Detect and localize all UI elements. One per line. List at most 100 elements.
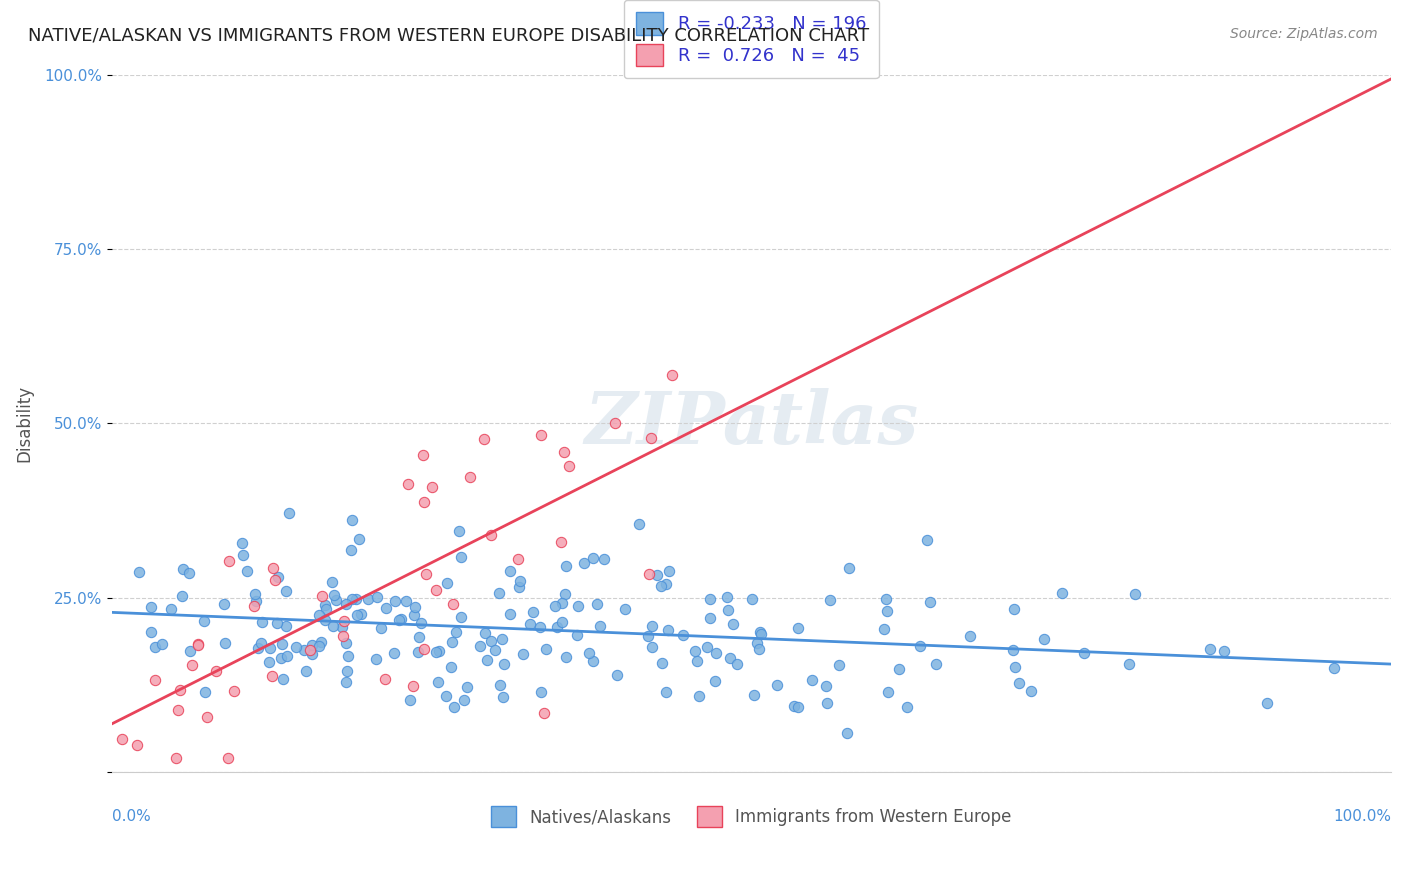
Point (536, 642, 558, 657)
Point (399, 693, 422, 707)
Text: NATIVE/ALASKAN VS IMMIGRANTS FROM WESTERN EUROPE DISABILITY CORRELATION CHART: NATIVE/ALASKAN VS IMMIGRANTS FROM WESTER… (28, 27, 869, 45)
Point (800, 673, 823, 687)
Point (408, 630, 430, 644)
Point (194, 684, 217, 698)
Point (152, 638, 174, 652)
Point (472, 432, 495, 446)
Point (1256, 696, 1278, 710)
Point (404, 600, 426, 615)
Point (412, 449, 434, 463)
Point (876, 604, 898, 618)
Point (508, 552, 530, 566)
Point (309, 635, 332, 649)
Point (546, 619, 568, 633)
Point (406, 645, 429, 659)
Point (1073, 646, 1095, 660)
Point (749, 625, 772, 640)
Point (370, 621, 392, 635)
Point (222, 683, 245, 698)
Point (470, 639, 492, 653)
Point (311, 589, 333, 603)
Point (308, 639, 330, 653)
Text: 100.0%: 100.0% (1333, 809, 1391, 824)
Point (350, 607, 373, 621)
Point (436, 689, 458, 703)
Point (703, 673, 725, 688)
Point (195, 710, 218, 724)
Point (655, 577, 678, 591)
Point (522, 605, 544, 619)
Point (651, 657, 673, 671)
Point (217, 751, 239, 765)
Point (278, 506, 301, 520)
Point (127, 738, 149, 752)
Point (585, 598, 607, 612)
Point (443, 700, 465, 714)
Point (450, 549, 472, 564)
Point (357, 592, 380, 607)
Point (420, 480, 443, 494)
Point (915, 533, 938, 547)
Text: ZIPatlas: ZIPatlas (585, 388, 918, 458)
Point (456, 680, 478, 694)
Point (1213, 644, 1236, 658)
Point (375, 601, 398, 615)
Point (179, 643, 201, 657)
Point (141, 600, 163, 615)
Point (815, 696, 838, 710)
Point (654, 685, 676, 699)
Point (443, 598, 465, 612)
Point (494, 657, 516, 672)
Point (887, 662, 910, 676)
Point (325, 593, 347, 607)
Point (1004, 659, 1026, 673)
Point (270, 650, 292, 665)
Point (165, 751, 187, 765)
Point (257, 655, 280, 669)
Point (838, 561, 860, 575)
Point (1002, 602, 1025, 616)
Point (321, 575, 343, 590)
Point (489, 678, 512, 692)
Point (551, 596, 574, 610)
Point (388, 613, 411, 627)
Point (440, 660, 463, 674)
Point (143, 673, 166, 688)
Point (247, 640, 270, 655)
Point (366, 651, 388, 665)
Point (959, 629, 981, 643)
Point (685, 654, 707, 668)
Point (180, 658, 202, 673)
Point (820, 593, 842, 607)
Point (346, 608, 368, 623)
Point (263, 574, 285, 588)
Point (745, 635, 768, 649)
Point (555, 649, 578, 664)
Point (366, 590, 388, 604)
Point (766, 678, 789, 692)
Point (450, 610, 472, 624)
Point (143, 640, 166, 654)
Point (717, 602, 740, 616)
Point (529, 685, 551, 699)
Point (1125, 587, 1147, 601)
Point (557, 458, 579, 473)
Point (402, 607, 425, 622)
Point (1019, 684, 1042, 698)
Point (245, 594, 267, 608)
Point (658, 565, 681, 579)
Point (512, 647, 534, 661)
Point (266, 616, 288, 631)
Point (335, 636, 357, 650)
Point (270, 637, 292, 651)
Point (340, 513, 363, 527)
Point (786, 621, 808, 635)
Point (641, 640, 664, 654)
Text: 0.0%: 0.0% (112, 809, 150, 824)
Point (637, 628, 659, 642)
Point (447, 524, 470, 538)
Point (374, 672, 396, 686)
Point (582, 551, 605, 566)
Point (1001, 643, 1024, 657)
Point (384, 594, 406, 608)
